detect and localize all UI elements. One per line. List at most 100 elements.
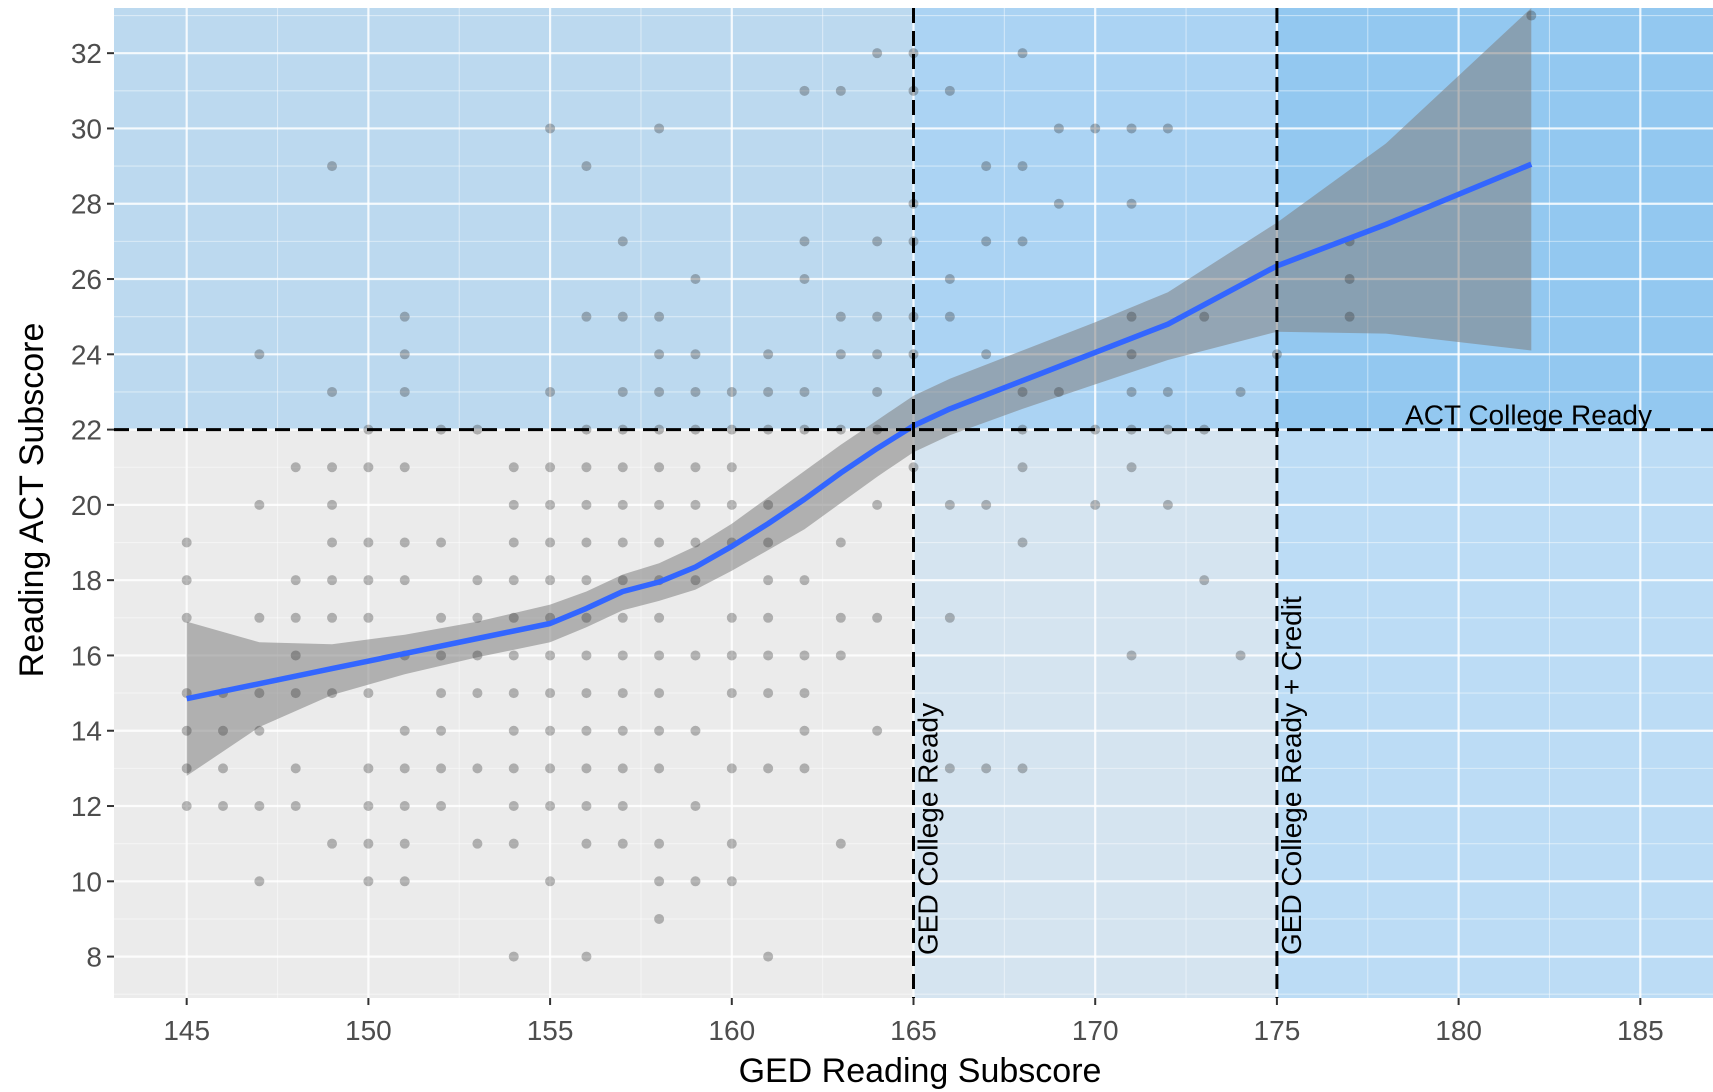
data-point — [726, 462, 737, 473]
data-point — [981, 763, 992, 774]
data-point — [617, 763, 628, 774]
data-point — [690, 499, 701, 510]
data-point — [545, 688, 556, 699]
y-tick-label: 14 — [71, 716, 102, 747]
data-point — [472, 650, 483, 661]
data-point — [944, 612, 955, 623]
data-point — [1017, 386, 1028, 397]
data-point — [690, 537, 701, 548]
data-point — [1126, 123, 1137, 134]
data-point — [327, 575, 338, 586]
data-point — [581, 575, 592, 586]
data-point — [726, 499, 737, 510]
data-point — [436, 537, 447, 548]
data-point — [545, 650, 556, 661]
data-point — [581, 725, 592, 736]
data-point — [690, 876, 701, 887]
data-point — [581, 311, 592, 322]
data-point — [654, 424, 665, 435]
data-point — [654, 349, 665, 360]
data-point — [763, 349, 774, 360]
data-point — [944, 311, 955, 322]
data-point — [508, 838, 519, 849]
data-point — [472, 424, 483, 435]
data-point — [399, 537, 410, 548]
data-point — [581, 801, 592, 812]
data-point — [872, 48, 883, 59]
data-point — [908, 48, 919, 59]
data-point — [436, 650, 447, 661]
data-point — [654, 725, 665, 736]
data-point — [508, 537, 519, 548]
data-point — [1017, 462, 1028, 473]
data-point — [363, 462, 374, 473]
data-point — [399, 725, 410, 736]
x-axis-title: GED Reading Subscore — [739, 1052, 1102, 1090]
data-point — [436, 801, 447, 812]
data-point — [327, 161, 338, 172]
data-point — [545, 462, 556, 473]
data-point — [436, 612, 447, 623]
data-point — [399, 838, 410, 849]
data-point — [617, 612, 628, 623]
data-point — [1090, 499, 1101, 510]
data-point — [763, 499, 774, 510]
data-point — [399, 575, 410, 586]
data-point — [690, 575, 701, 586]
data-point — [617, 537, 628, 548]
confidence-band — [186, 8, 1532, 776]
data-point — [654, 123, 665, 134]
data-point — [181, 575, 192, 586]
data-point — [726, 612, 737, 623]
ged-reference-label: GED College Ready + Credit — [1276, 596, 1307, 955]
data-point — [581, 838, 592, 849]
data-point — [581, 650, 592, 661]
data-point — [1126, 311, 1137, 322]
data-point — [690, 274, 701, 285]
data-point — [399, 801, 410, 812]
data-point — [581, 499, 592, 510]
data-point — [726, 876, 737, 887]
data-point — [654, 499, 665, 510]
y-tick-label: 20 — [71, 490, 102, 521]
data-point — [835, 838, 846, 849]
data-point — [726, 386, 737, 397]
data-point — [436, 725, 447, 736]
data-point — [690, 650, 701, 661]
x-tick-label: 170 — [1072, 1015, 1119, 1046]
data-point — [872, 612, 883, 623]
data-point — [835, 650, 846, 661]
data-point — [617, 386, 628, 397]
data-point — [617, 462, 628, 473]
data-point — [545, 763, 556, 774]
data-point — [327, 838, 338, 849]
data-point — [581, 951, 592, 962]
data-point — [1053, 123, 1064, 134]
data-point — [545, 876, 556, 887]
data-point — [254, 725, 265, 736]
data-point — [799, 85, 810, 96]
data-point — [617, 499, 628, 510]
data-point — [1090, 123, 1101, 134]
y-tick-label: 28 — [71, 189, 102, 220]
region-4 — [1276, 429, 1713, 999]
data-point — [436, 688, 447, 699]
ged-reference-label: GED College Ready — [913, 703, 944, 955]
data-point — [1344, 311, 1355, 322]
data-point — [835, 311, 846, 322]
data-point — [254, 801, 265, 812]
data-point — [545, 499, 556, 510]
data-point — [617, 575, 628, 586]
data-point — [872, 349, 883, 360]
data-point — [290, 462, 301, 473]
y-tick-label: 24 — [71, 339, 102, 370]
data-point — [1126, 462, 1137, 473]
data-point — [1053, 386, 1064, 397]
region-0 — [114, 8, 914, 430]
y-tick-label: 18 — [71, 565, 102, 596]
data-point — [799, 650, 810, 661]
data-point — [254, 499, 265, 510]
data-point — [763, 612, 774, 623]
data-point — [763, 575, 774, 586]
y-axis-title: Reading ACT Subscore — [13, 323, 51, 678]
